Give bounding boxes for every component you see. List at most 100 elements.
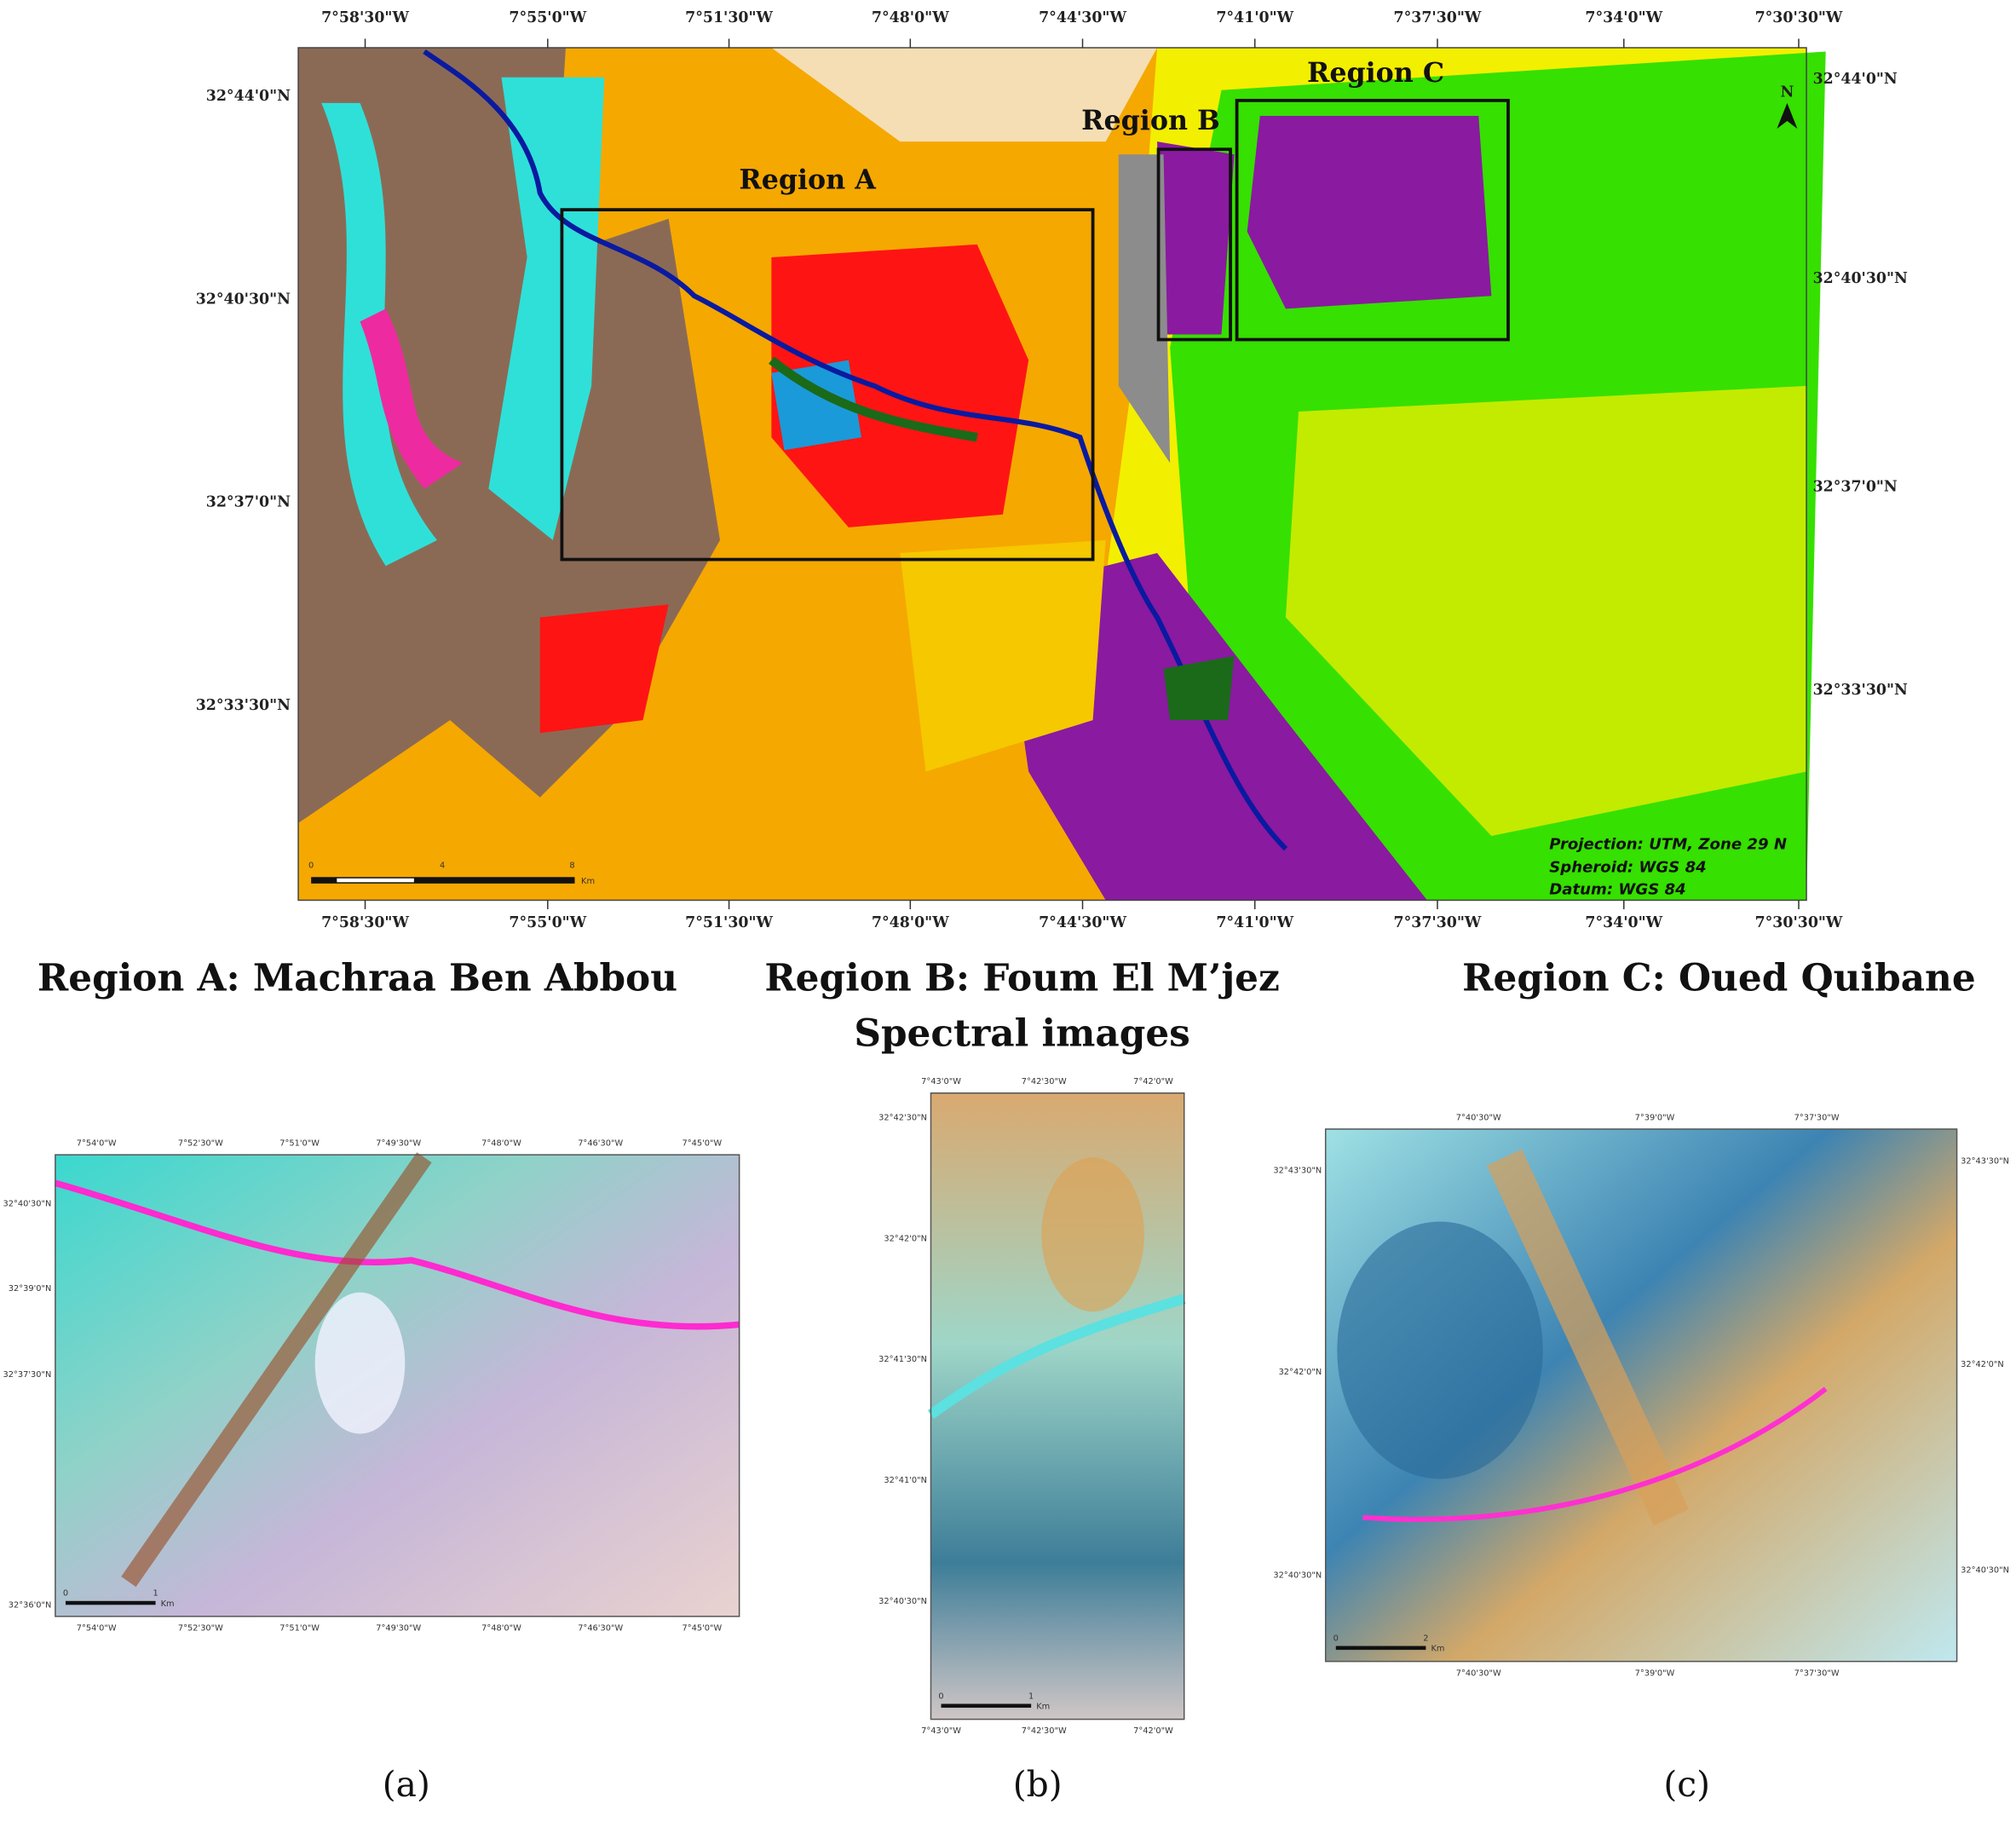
panel-top-tick: 7°37'30"W — [1794, 1113, 1840, 1122]
scale-label: 0 — [308, 862, 314, 871]
north-label: N — [1780, 84, 1794, 101]
panel-bottom-tick: 7°54'0"W — [77, 1623, 117, 1633]
panel-bottom-tick: 7°46'30"W — [578, 1623, 623, 1633]
panel-scale: 2 — [1423, 1634, 1428, 1644]
bottom-lon-label: 7°55'0"W — [509, 914, 586, 931]
projection-note: Projection: UTM, Zone 29 N — [1549, 836, 1787, 854]
panel-bottom-tick: 7°37'30"W — [1794, 1668, 1840, 1678]
panel-scale: 0 — [1333, 1634, 1339, 1644]
panel-bottom-tick: 7°39'0"W — [1635, 1668, 1675, 1678]
bottom-lon-label: 7°34'0"W — [1585, 914, 1662, 931]
panel-left-tick: 32°42'0"N — [1279, 1368, 1322, 1377]
right-lat-label: 32°37'0"N — [1813, 479, 1898, 496]
panel-top-tick: 7°43'0"W — [921, 1077, 961, 1086]
panel-left-tick: 32°40'30"N — [1273, 1571, 1322, 1581]
bottom-lon-label: 7°51'30"W — [685, 914, 773, 931]
left-lat-label: 32°44'0"N — [206, 88, 291, 105]
panel-top-tick: 7°39'0"W — [1635, 1113, 1675, 1122]
panel-scale: 1 — [1028, 1691, 1034, 1701]
panel-left-tick: 32°36'0"N — [9, 1600, 52, 1610]
panel-top-tick: 7°45'0"W — [683, 1139, 723, 1149]
panel-title: Region C: Oued Quibane — [1462, 956, 1976, 1000]
panel-left-tick: 32°41'0"N — [884, 1476, 927, 1485]
scale-label: Km — [581, 877, 595, 886]
panel-right-tick: 32°43'30"N — [1961, 1157, 2009, 1167]
bottom-lon-label: 7°48'0"W — [872, 914, 949, 931]
panel-bottom-tick: 7°42'0"W — [1133, 1726, 1173, 1736]
panel-title: Region B: Foum El M’jez — [764, 956, 1280, 1000]
panel-left-tick: 32°43'30"N — [1273, 1166, 1322, 1175]
panel-scale: 0 — [63, 1589, 68, 1599]
top-lon-label: 7°51'30"W — [685, 9, 773, 26]
scale-label: 8 — [569, 862, 574, 871]
bottom-lon-label: 7°37'30"W — [1394, 914, 1482, 931]
top-lon-label: 7°30'30"W — [1755, 9, 1843, 26]
panel-caption: (c) — [1663, 1764, 1710, 1805]
top-lon-label: 7°55'0"W — [509, 9, 586, 26]
panel-top-tick: 7°40'30"W — [1456, 1113, 1501, 1122]
panel-top-tick: 7°42'0"W — [1133, 1077, 1173, 1086]
panel-bottom-tick: 7°43'0"W — [921, 1726, 961, 1736]
region-label: Region B — [1081, 105, 1220, 136]
top-lon-label: 7°34'0"W — [1585, 9, 1662, 26]
projection-note: Datum: WGS 84 — [1549, 880, 1685, 898]
panel-top-tick: 7°54'0"W — [77, 1139, 117, 1149]
panel-scale: Km — [161, 1599, 175, 1609]
panel-caption: (a) — [383, 1764, 430, 1805]
panel-caption: (b) — [1013, 1764, 1063, 1805]
panel-top-tick: 7°48'0"W — [481, 1139, 521, 1149]
right-lat-label: 32°44'0"N — [1813, 71, 1898, 88]
panel-bottom-tick: 7°51'0"W — [279, 1623, 320, 1633]
scale-bar — [65, 1600, 156, 1605]
panel-top-tick: 7°46'30"W — [578, 1139, 623, 1149]
panel-b-image — [927, 1092, 1186, 1720]
panel-left-tick: 32°42'30"N — [878, 1113, 927, 1122]
right-lat-label: 32°33'30"N — [1813, 682, 1908, 699]
panel-bottom-tick: 7°49'30"W — [376, 1623, 421, 1633]
panel-left-tick: 32°39'0"N — [9, 1284, 52, 1294]
panel-left-tick: 32°42'0"N — [884, 1234, 927, 1243]
left-lat-label: 32°37'0"N — [206, 494, 291, 511]
bottom-lon-label: 7°41'0"W — [1216, 914, 1293, 931]
panel-bottom-tick: 7°45'0"W — [683, 1623, 723, 1633]
panel-bottom-tick: 7°40'30"W — [1456, 1668, 1501, 1678]
top-lon-label: 7°37'30"W — [1394, 9, 1482, 26]
panel-a-image — [54, 1152, 740, 1617]
panel-right-tick: 32°42'0"N — [1961, 1360, 2004, 1369]
panel-top-tick: 7°52'30"W — [178, 1139, 223, 1149]
panel-left-tick: 32°41'30"N — [878, 1355, 927, 1364]
bottom-lon-label: 7°58'30"W — [321, 914, 409, 931]
region-a-box — [560, 208, 1095, 562]
panel-scale: 0 — [938, 1691, 943, 1701]
panel-right-tick: 32°40'30"N — [1961, 1566, 2009, 1576]
left-lat-label: 32°33'30"N — [196, 697, 291, 714]
panel-scale: Km — [1431, 1645, 1444, 1654]
panel-bottom-tick: 7°42'30"W — [1022, 1726, 1067, 1736]
panel-top-tick: 7°42'30"W — [1022, 1077, 1067, 1086]
region-label: Region C — [1307, 57, 1444, 89]
left-lat-label: 32°40'30"N — [196, 291, 291, 308]
panel-left-tick: 32°40'30"N — [3, 1200, 52, 1209]
panel-top-tick: 7°51'0"W — [279, 1139, 320, 1149]
top-lon-label: 7°48'0"W — [872, 9, 949, 26]
panel-bottom-tick: 7°48'0"W — [481, 1623, 521, 1633]
panel-left-tick: 32°40'30"N — [878, 1597, 927, 1606]
panel-title: Region A: Machraa Ben Abbou — [37, 956, 677, 1000]
main-map — [297, 47, 1826, 902]
region-label: Region A — [739, 164, 876, 195]
panel-bottom-tick: 7°52'30"W — [178, 1623, 223, 1633]
subtitle: Spectral images — [854, 1011, 1189, 1055]
region-c-box — [1235, 98, 1510, 342]
scale-label: 4 — [440, 862, 445, 871]
panel-left-tick: 32°37'30"N — [3, 1370, 52, 1380]
bottom-lon-label: 7°30'30"W — [1755, 914, 1843, 931]
top-lon-label: 7°44'30"W — [1039, 9, 1126, 26]
panel-top-tick: 7°49'30"W — [376, 1139, 421, 1149]
top-lon-label: 7°58'30"W — [321, 9, 409, 26]
projection-note: Spheroid: WGS 84 — [1549, 859, 1707, 877]
scale-bar — [1335, 1645, 1426, 1651]
panel-scale: Km — [1036, 1703, 1050, 1712]
scale-bar — [941, 1703, 1032, 1709]
right-lat-label: 32°40'30"N — [1813, 270, 1908, 287]
